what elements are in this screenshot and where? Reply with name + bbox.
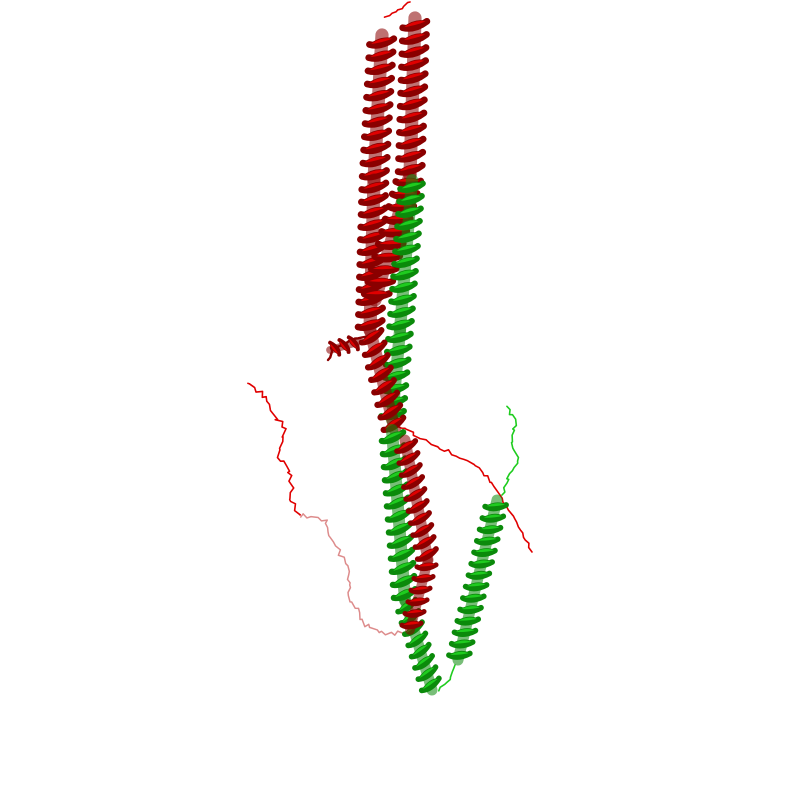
- red-helix-a-upper: [358, 28, 398, 187]
- green-helix-upper: [386, 173, 426, 337]
- green-bottom-loop: [437, 664, 456, 692]
- red-left-tail: [247, 382, 301, 516]
- alpha-helices: [326, 11, 509, 696]
- green-helix-right: [446, 494, 509, 666]
- red-right-tail: [396, 425, 533, 553]
- green-tail: [501, 405, 520, 496]
- red-helix-b-upper: [394, 11, 431, 182]
- red-top-loop: [383, 1, 411, 18]
- red-short-helix: [326, 335, 362, 357]
- red-left-tail-pale: [299, 513, 406, 636]
- red-helix-c: [358, 323, 407, 437]
- red-helix-lower: [394, 434, 439, 566]
- red-helix-lower-end: [399, 555, 439, 635]
